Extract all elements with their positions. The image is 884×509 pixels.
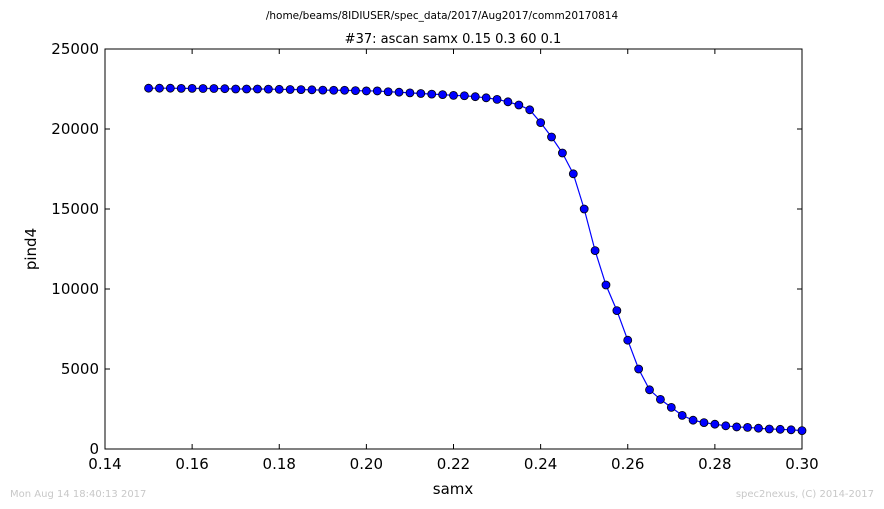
data-point [634, 364, 644, 374]
data-point [786, 425, 796, 435]
data-point [155, 83, 164, 93]
data-point [558, 148, 567, 158]
x-tick-label: 0.18 [263, 455, 296, 473]
chart-title: #37: ascan samx 0.15 0.3 60 0.1 [345, 32, 562, 47]
footer-timestamp: Mon Aug 14 18:40:13 2017 [10, 489, 147, 500]
footer-credit: spec2nexus, (C) 2014-2017 [735, 489, 874, 500]
data-point [601, 280, 611, 290]
y-tick-label: 20000 [51, 120, 99, 138]
data-point [514, 100, 524, 110]
data-point [547, 132, 556, 142]
data-point [274, 84, 284, 94]
data-point [394, 87, 404, 97]
data-point [242, 84, 251, 94]
y-tick-label: 15000 [51, 200, 99, 218]
data-point [677, 410, 687, 420]
data-point [536, 118, 546, 127]
x-tick-label: 0.16 [175, 455, 208, 473]
data-point [231, 84, 241, 94]
data-point [503, 97, 513, 107]
data-point [568, 169, 578, 179]
data-point [438, 90, 448, 99]
data-point [492, 95, 502, 104]
data-point [797, 426, 807, 436]
data-point [481, 93, 491, 103]
data-point [263, 84, 273, 94]
data-point [361, 86, 371, 96]
data-point [623, 335, 633, 345]
x-axis-label: samx [433, 480, 474, 498]
axis-tick-labels: 0.14 0.16 0.18 0.20 0.22 0.24 0.26 0.28 0.30 0 500… [51, 40, 818, 473]
data-point [525, 105, 535, 115]
data-point [285, 85, 295, 94]
data-point [329, 85, 339, 95]
data-point [340, 85, 349, 95]
y-axis-label: pind4 [22, 228, 40, 270]
data-point [470, 92, 480, 102]
x-tick-label: 0.30 [785, 455, 818, 473]
x-tick-label: 0.24 [524, 455, 557, 473]
data-point [754, 423, 763, 433]
y-tick-label: 25000 [51, 40, 99, 58]
x-tick-label: 0.26 [611, 455, 644, 473]
data-point [416, 89, 426, 98]
x-tick-label: 0.28 [698, 455, 731, 473]
data-point [307, 85, 317, 95]
data-point [296, 85, 306, 95]
data-point [656, 394, 665, 404]
data-point [721, 421, 731, 431]
data-point [383, 87, 393, 97]
data-point [405, 88, 415, 98]
data-point [449, 91, 458, 100]
axis-ticks [104, 48, 803, 450]
data-point [459, 91, 469, 101]
data-point [699, 418, 709, 428]
data-point [253, 84, 262, 94]
x-tick-label: 0.14 [88, 455, 121, 473]
data-point [372, 86, 382, 96]
data-point [176, 83, 186, 93]
data-point [732, 422, 742, 432]
data-point [144, 83, 153, 93]
plot-area [104, 48, 803, 450]
data-point [590, 246, 600, 256]
y-tick-label: 5000 [61, 360, 99, 378]
series-layer [144, 83, 807, 436]
data-point [645, 385, 654, 395]
chart-suptitle: /home/beams/8IDIUSER/spec_data/2017/Aug2… [266, 10, 619, 22]
data-point [688, 415, 698, 425]
data-point [710, 419, 720, 429]
data-point [666, 402, 676, 412]
data-point [209, 84, 219, 93]
data-point [351, 86, 360, 95]
data-point [764, 424, 774, 434]
data-point [165, 83, 175, 93]
data-point [187, 83, 197, 93]
data-point [198, 84, 208, 93]
data-point [775, 424, 785, 434]
x-tick-label: 0.20 [350, 455, 383, 473]
data-point [220, 84, 230, 94]
data-point [612, 306, 622, 316]
data-point [743, 422, 752, 432]
y-tick-label: 10000 [51, 280, 99, 298]
y-tick-label: 0 [89, 440, 99, 458]
data-point [427, 89, 437, 99]
x-tick-label: 0.22 [437, 455, 470, 473]
data-point [579, 204, 589, 214]
data-point [318, 85, 328, 95]
